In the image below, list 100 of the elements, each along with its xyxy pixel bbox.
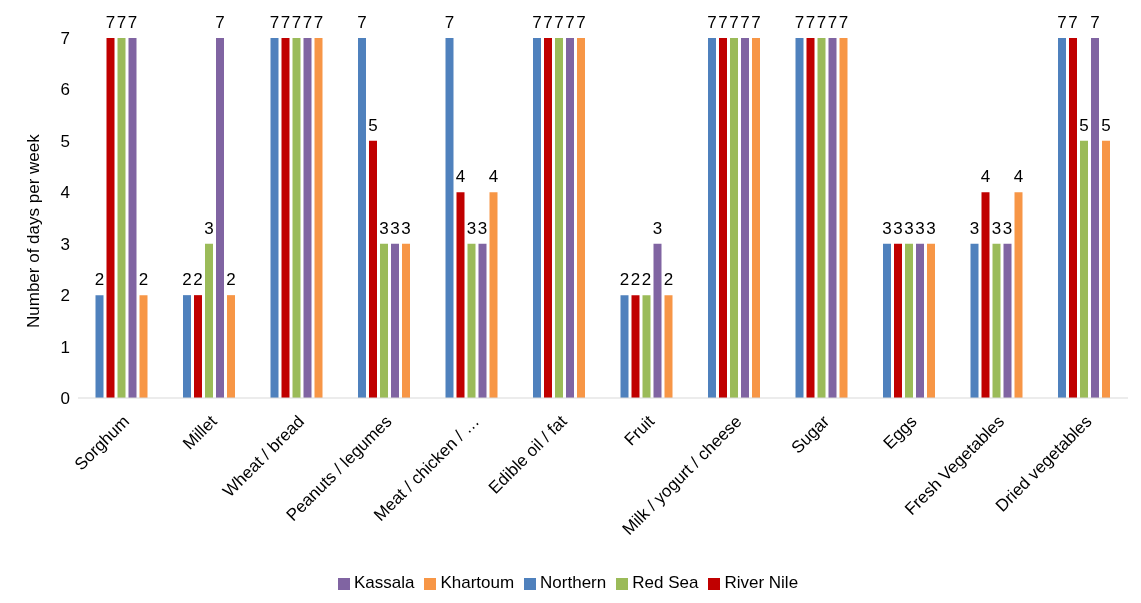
bar xyxy=(369,140,377,398)
data-label: 7 xyxy=(1068,13,1078,32)
data-label: 3 xyxy=(991,218,1002,238)
y-tick-label: 6 xyxy=(60,80,70,100)
data-label: 2 xyxy=(226,270,236,290)
bar xyxy=(303,38,312,398)
y-tick-label: 7 xyxy=(60,29,70,49)
bar xyxy=(544,38,552,398)
bar xyxy=(314,38,323,398)
data-label: 4 xyxy=(1013,167,1024,187)
bar xyxy=(817,38,826,398)
data-label: 7 xyxy=(543,13,553,32)
data-label: 7 xyxy=(816,13,827,32)
bar xyxy=(828,38,837,398)
data-label: 3 xyxy=(882,218,892,238)
data-label: 5 xyxy=(1101,115,1111,135)
bar xyxy=(927,243,935,398)
bar xyxy=(970,243,979,398)
legend-label: River Nile xyxy=(724,573,799,592)
bar xyxy=(664,295,673,398)
bar xyxy=(227,295,235,398)
data-label: 7 xyxy=(291,13,302,32)
y-tick-label: 2 xyxy=(60,286,70,306)
data-label: 7 xyxy=(718,13,728,32)
data-label: 4 xyxy=(980,167,991,187)
data-label: 2 xyxy=(641,270,652,290)
y-tick-label: 0 xyxy=(60,389,70,409)
bar xyxy=(194,295,202,398)
data-label: 7 xyxy=(1090,13,1100,32)
legend-label: Red Sea xyxy=(632,573,699,592)
bar xyxy=(1014,192,1023,398)
data-label: 2 xyxy=(630,270,641,290)
data-label: 2 xyxy=(663,270,674,290)
data-label: 3 xyxy=(379,218,389,238)
data-label: 3 xyxy=(904,218,914,238)
data-label: 7 xyxy=(751,13,761,32)
data-label: 7 xyxy=(532,13,542,32)
bar xyxy=(719,38,727,398)
bar xyxy=(555,38,563,398)
legend-label: Khartoum xyxy=(440,573,515,592)
data-label: 4 xyxy=(488,167,499,187)
bar xyxy=(106,38,115,398)
y-tick-label: 5 xyxy=(60,131,70,151)
bar xyxy=(281,38,290,398)
bar xyxy=(708,38,716,398)
data-label: 3 xyxy=(1002,218,1013,238)
bar xyxy=(1003,243,1012,398)
data-label: 7 xyxy=(794,13,805,32)
data-label: 3 xyxy=(926,218,936,238)
bar xyxy=(456,192,465,398)
data-label: 7 xyxy=(127,13,138,32)
data-label: 7 xyxy=(215,13,225,32)
bar xyxy=(380,243,388,398)
data-label: 7 xyxy=(116,13,127,32)
bar xyxy=(883,243,891,398)
bar xyxy=(1058,38,1066,398)
bar xyxy=(642,295,651,398)
bar xyxy=(216,38,224,398)
bar xyxy=(117,38,126,398)
data-label: 3 xyxy=(915,218,925,238)
data-label: 7 xyxy=(1057,13,1067,32)
bar xyxy=(292,38,301,398)
data-label: 7 xyxy=(729,13,739,32)
bar xyxy=(631,295,640,398)
data-label: 3 xyxy=(204,218,214,238)
bar xyxy=(905,243,913,398)
bar xyxy=(981,192,990,398)
data-label: 7 xyxy=(269,13,280,32)
data-label: 7 xyxy=(302,13,313,32)
bar xyxy=(806,38,815,398)
data-label: 3 xyxy=(401,218,411,238)
data-label: 2 xyxy=(619,270,630,290)
data-label: 7 xyxy=(554,13,564,32)
data-label: 7 xyxy=(838,13,849,32)
data-label: 7 xyxy=(280,13,291,32)
bar xyxy=(566,38,574,398)
data-label: 7 xyxy=(740,13,750,32)
bar xyxy=(1069,38,1077,398)
y-tick-label: 1 xyxy=(60,337,70,357)
bar xyxy=(139,295,148,398)
bar xyxy=(183,295,191,398)
data-label: 3 xyxy=(652,218,663,238)
data-label: 2 xyxy=(193,270,203,290)
bar xyxy=(839,38,848,398)
data-label: 5 xyxy=(368,115,378,135)
legend-label: Kassala xyxy=(353,573,415,592)
bar xyxy=(795,38,804,398)
bar xyxy=(894,243,902,398)
bar xyxy=(391,243,399,398)
bar xyxy=(577,38,585,398)
data-label: 3 xyxy=(969,218,980,238)
bar xyxy=(478,243,487,398)
data-label: 7 xyxy=(707,13,717,32)
y-tick-label: 4 xyxy=(60,183,70,203)
y-tick-label: 3 xyxy=(60,234,70,254)
bar xyxy=(730,38,738,398)
bar xyxy=(205,243,213,398)
legend-label: Northern xyxy=(540,573,607,592)
data-label: 3 xyxy=(390,218,400,238)
bar xyxy=(1091,38,1099,398)
